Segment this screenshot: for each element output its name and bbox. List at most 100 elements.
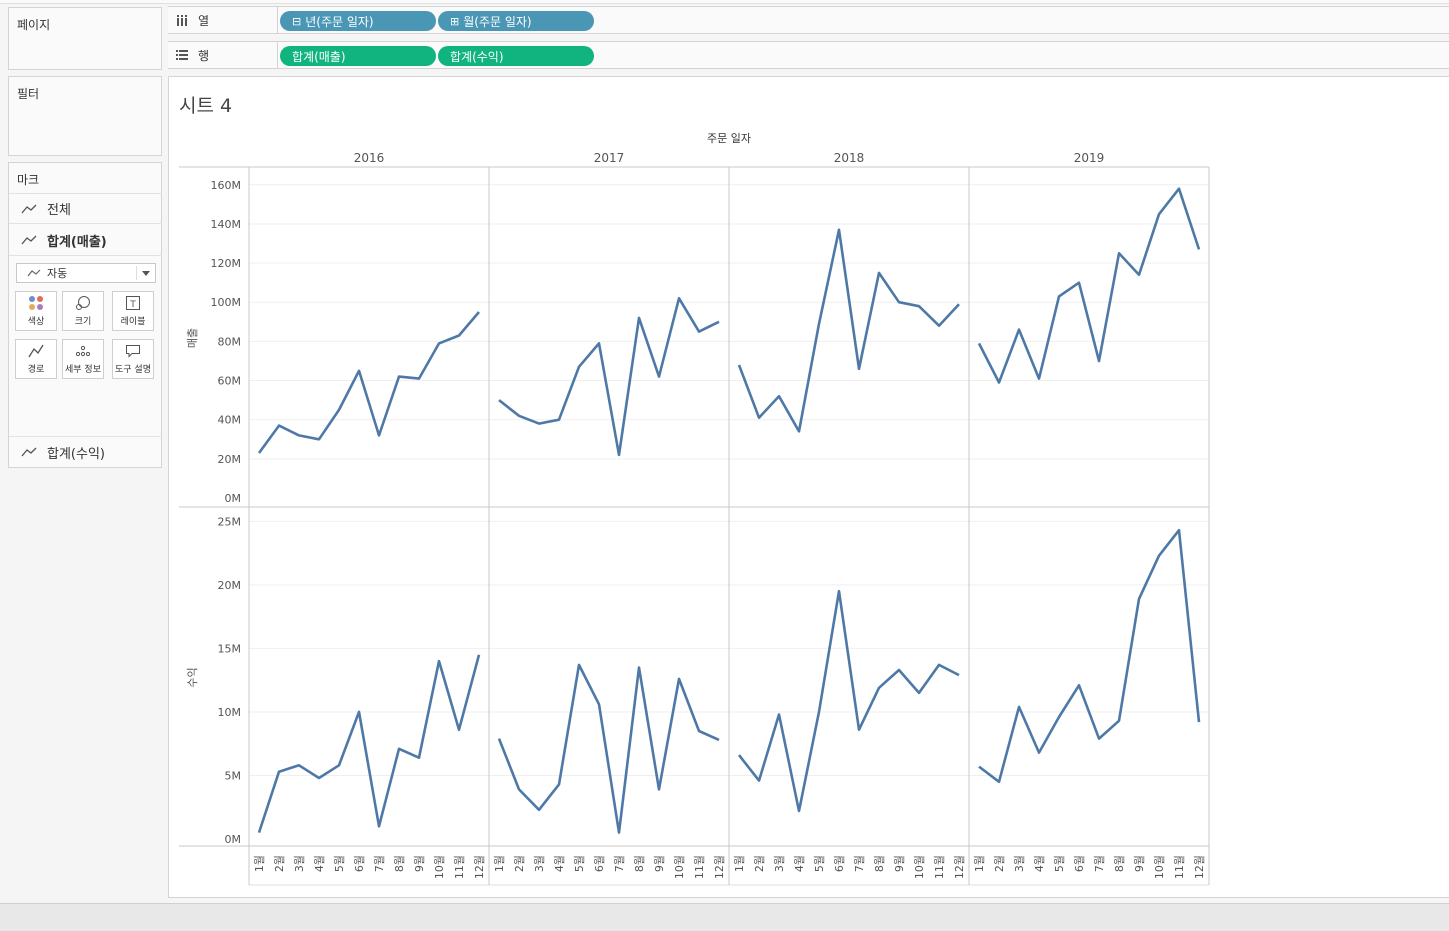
mark-all-label: 전체 [47, 203, 71, 218]
x-tick-label: 8월 [393, 855, 406, 872]
y-tick-label: 0M [225, 833, 242, 846]
x-tick-label: 8월 [1113, 855, 1126, 872]
mark-card-profit[interactable]: 합계(수익) [9, 436, 162, 467]
y-tick-label: 0M [225, 492, 242, 505]
x-tick-label: 12월 [1193, 855, 1206, 879]
size-icon [75, 295, 91, 311]
x-tick-label: 7월 [853, 855, 866, 872]
x-tick-label: 4월 [793, 855, 806, 872]
color-icon [28, 295, 44, 311]
tooltip-label: 도구 설명 [115, 365, 151, 375]
filters-panel[interactable]: 필터 [8, 76, 162, 156]
x-tick-label: 2월 [993, 855, 1006, 872]
mark-card-sales[interactable]: 합계(매출) [9, 225, 162, 256]
sales-pill-label: 합계(매출) [292, 49, 346, 64]
x-tick-label: 2월 [273, 855, 286, 872]
x-tick-label: 8월 [873, 855, 886, 872]
month-pill-label: 월(주문 일자) [463, 14, 532, 29]
sum-profit-pill[interactable]: 합계(수익) [438, 46, 594, 66]
x-tick-label: 12월 [713, 855, 726, 879]
x-tick-label: 1월 [733, 855, 746, 872]
x-tick-label: 10월 [433, 855, 446, 879]
x-tick-label: 10월 [1153, 855, 1166, 879]
path-icon [28, 343, 44, 359]
year-order-date-pill[interactable]: ⊟ 년(주문 일자) [280, 11, 436, 31]
x-tick-label: 1월 [253, 855, 266, 872]
mark-type-value: 자동 [47, 267, 68, 280]
year-header: 2018 [834, 151, 865, 165]
label-button[interactable]: T 레이블 [112, 291, 154, 331]
worksheet-view[interactable]: 시트 4 주문 일자 2016 2017 2018 2019 매출 0M 20M 40M 60M 8… [168, 76, 1449, 898]
x-tick-label: 10월 [673, 855, 686, 879]
series-line-2017 [498, 297, 720, 457]
label-icon: T [125, 295, 141, 311]
tooltip-button[interactable]: 도구 설명 [112, 339, 154, 379]
y-tick-label: 160M [211, 179, 242, 192]
collapse-icon[interactable]: ⊟ [292, 14, 302, 28]
top-strip [0, 0, 1449, 4]
x-tick-label: 3월 [293, 855, 306, 872]
y-tick-label: 120M [211, 257, 242, 270]
size-label: 크기 [74, 317, 92, 327]
x-tick-label: 6월 [833, 855, 846, 872]
x-tick-label: 5월 [333, 855, 346, 872]
x-tick-label: 4월 [1033, 855, 1046, 872]
line-mark-icon [21, 235, 37, 245]
pages-label: 페이지 [17, 18, 51, 32]
label-label: 레이블 [120, 317, 146, 327]
svg-text:T: T [129, 300, 136, 310]
x-tick-label: 12월 [473, 855, 486, 879]
x-tick-label: 11월 [933, 855, 946, 879]
chevron-down-icon [142, 271, 150, 276]
x-tick-label: 11월 [1173, 855, 1186, 879]
rows-icon [176, 50, 188, 60]
chart-area[interactable]: 주문 일자 2016 2017 2018 2019 매출 0M 20M 40M 60M 80M 100… [169, 77, 1449, 897]
x-tick-label: 9월 [413, 855, 426, 872]
color-button[interactable]: 색상 [15, 291, 57, 331]
status-bar [0, 903, 1449, 931]
y-tick-label: 25M [218, 515, 242, 528]
sum-sales-pill[interactable]: 합계(매출) [280, 46, 436, 66]
x-tick-label: 8월 [633, 855, 646, 872]
mark-type-dropdown[interactable]: 자동 [16, 263, 156, 283]
mark-card-all[interactable]: 전체 [9, 193, 162, 224]
x-tick-label: 3월 [773, 855, 786, 872]
detail-icon [75, 343, 91, 359]
columns-shelf[interactable]: 열 ⊟ 년(주문 일자) ⊞ 월(주문 일자) [168, 6, 1449, 34]
profit-pill-label: 합계(수익) [450, 49, 504, 64]
x-tick-label: 3월 [1013, 855, 1026, 872]
x-tick-label: 11월 [693, 855, 706, 879]
x-tick-label: 2월 [513, 855, 526, 872]
rows-shelf[interactable]: 행 합계(매출) 합계(수익) [168, 41, 1449, 69]
y-tick-label: 80M [218, 335, 242, 348]
path-button[interactable]: 경로 [15, 339, 57, 379]
mark-profit-label: 합계(수익) [47, 446, 105, 462]
pages-panel[interactable]: 페이지 [8, 7, 162, 70]
y-tick-label: 5M [225, 769, 242, 782]
detail-button[interactable]: 세부 정보 [62, 339, 104, 379]
series-line-2019 [978, 528, 1201, 784]
size-button[interactable]: 크기 [62, 291, 104, 331]
y-tick-label: 20M [218, 579, 242, 592]
y-tick-label: 15M [218, 642, 242, 655]
y-tick-label: 100M [211, 296, 242, 309]
y-tick-label: 140M [211, 218, 242, 231]
y-tick-label: 20M [218, 453, 242, 466]
x-tick-label: 6월 [1073, 855, 1086, 872]
x-tick-label: 9월 [1133, 855, 1146, 872]
month-order-date-pill[interactable]: ⊞ 월(주문 일자) [438, 11, 594, 31]
x-tick-label: 7월 [1093, 855, 1106, 872]
y-axis-title: 매출 [186, 328, 199, 348]
marks-panel: 마크 전체 합계(매출) 자동 색상 크기 T 레이블 경로 [8, 162, 162, 468]
color-label: 색상 [27, 317, 45, 327]
x-tick-label: 1월 [493, 855, 506, 872]
line-mark-icon [21, 204, 37, 213]
rows-shelf-label: 행 [168, 42, 278, 68]
y-tick-label: 10M [218, 706, 242, 719]
year-pill-label: 년(주문 일자) [305, 14, 374, 29]
y-axis-title: 수익 [186, 667, 199, 687]
x-tick-label: 11월 [453, 855, 466, 879]
expand-icon[interactable]: ⊞ [450, 14, 460, 28]
x-tick-label: 6월 [593, 855, 606, 872]
marks-label: 마크 [17, 173, 40, 187]
